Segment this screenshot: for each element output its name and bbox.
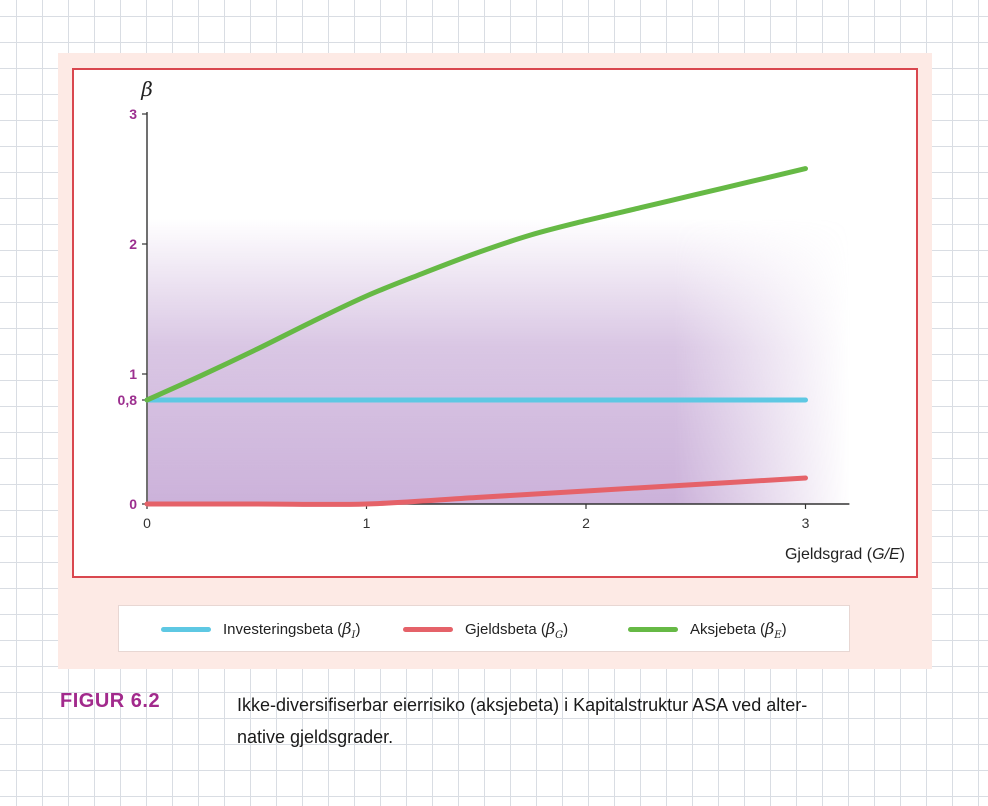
y-axis-label: β [140, 77, 153, 101]
y-tick-label: 3 [129, 106, 137, 122]
figure-caption: Ikke-diversifiserbar eierrisiko (aksjebe… [237, 689, 937, 753]
y-tick-label: 0 [129, 496, 137, 512]
legend-swatch-gjeldsbeta [403, 627, 453, 632]
x-tick-label: 1 [363, 515, 371, 531]
x-axis-label: Gjeldsgrad (G/E) [785, 546, 905, 563]
figure-caption-line-1: Ikke-diversifiserbar eierrisiko (aksjebe… [237, 695, 808, 715]
legend-label-investeringsbeta: Investeringsbeta (βI) [223, 618, 361, 641]
legend-item-investeringsbeta: Investeringsbeta (βI) [161, 606, 360, 653]
x-tick-label: 0 [143, 515, 151, 531]
legend-item-gjeldsbeta: Gjeldsbeta (βG) [403, 606, 568, 653]
x-tick-label: 2 [582, 515, 590, 531]
legend-label-gjeldsbeta: Gjeldsbeta (βG) [465, 618, 569, 641]
background-shading [148, 218, 850, 504]
chart-legend: Investeringsbeta (βI) Gjeldsbeta (βG) Ak… [118, 605, 850, 652]
legend-swatch-investeringsbeta [161, 627, 211, 632]
figure-number: FIGUR 6.2 [60, 690, 161, 712]
series-line-gjeldsbeta [144, 475, 808, 507]
legend-swatch-aksjebeta [628, 627, 678, 632]
legend-label-aksjebeta: Aksjebeta (βE) [690, 618, 787, 641]
y-tick-label: 2 [129, 236, 137, 252]
legend-item-aksjebeta: Aksjebeta (βE) [628, 606, 787, 653]
y-tick-label: 1 [129, 366, 137, 382]
figure-caption-line-2: native gjeldsgrader. [237, 727, 394, 747]
x-tick-label: 3 [802, 515, 810, 531]
series-line-aksjebeta [144, 166, 808, 403]
y-tick-label: 0,8 [118, 392, 138, 408]
